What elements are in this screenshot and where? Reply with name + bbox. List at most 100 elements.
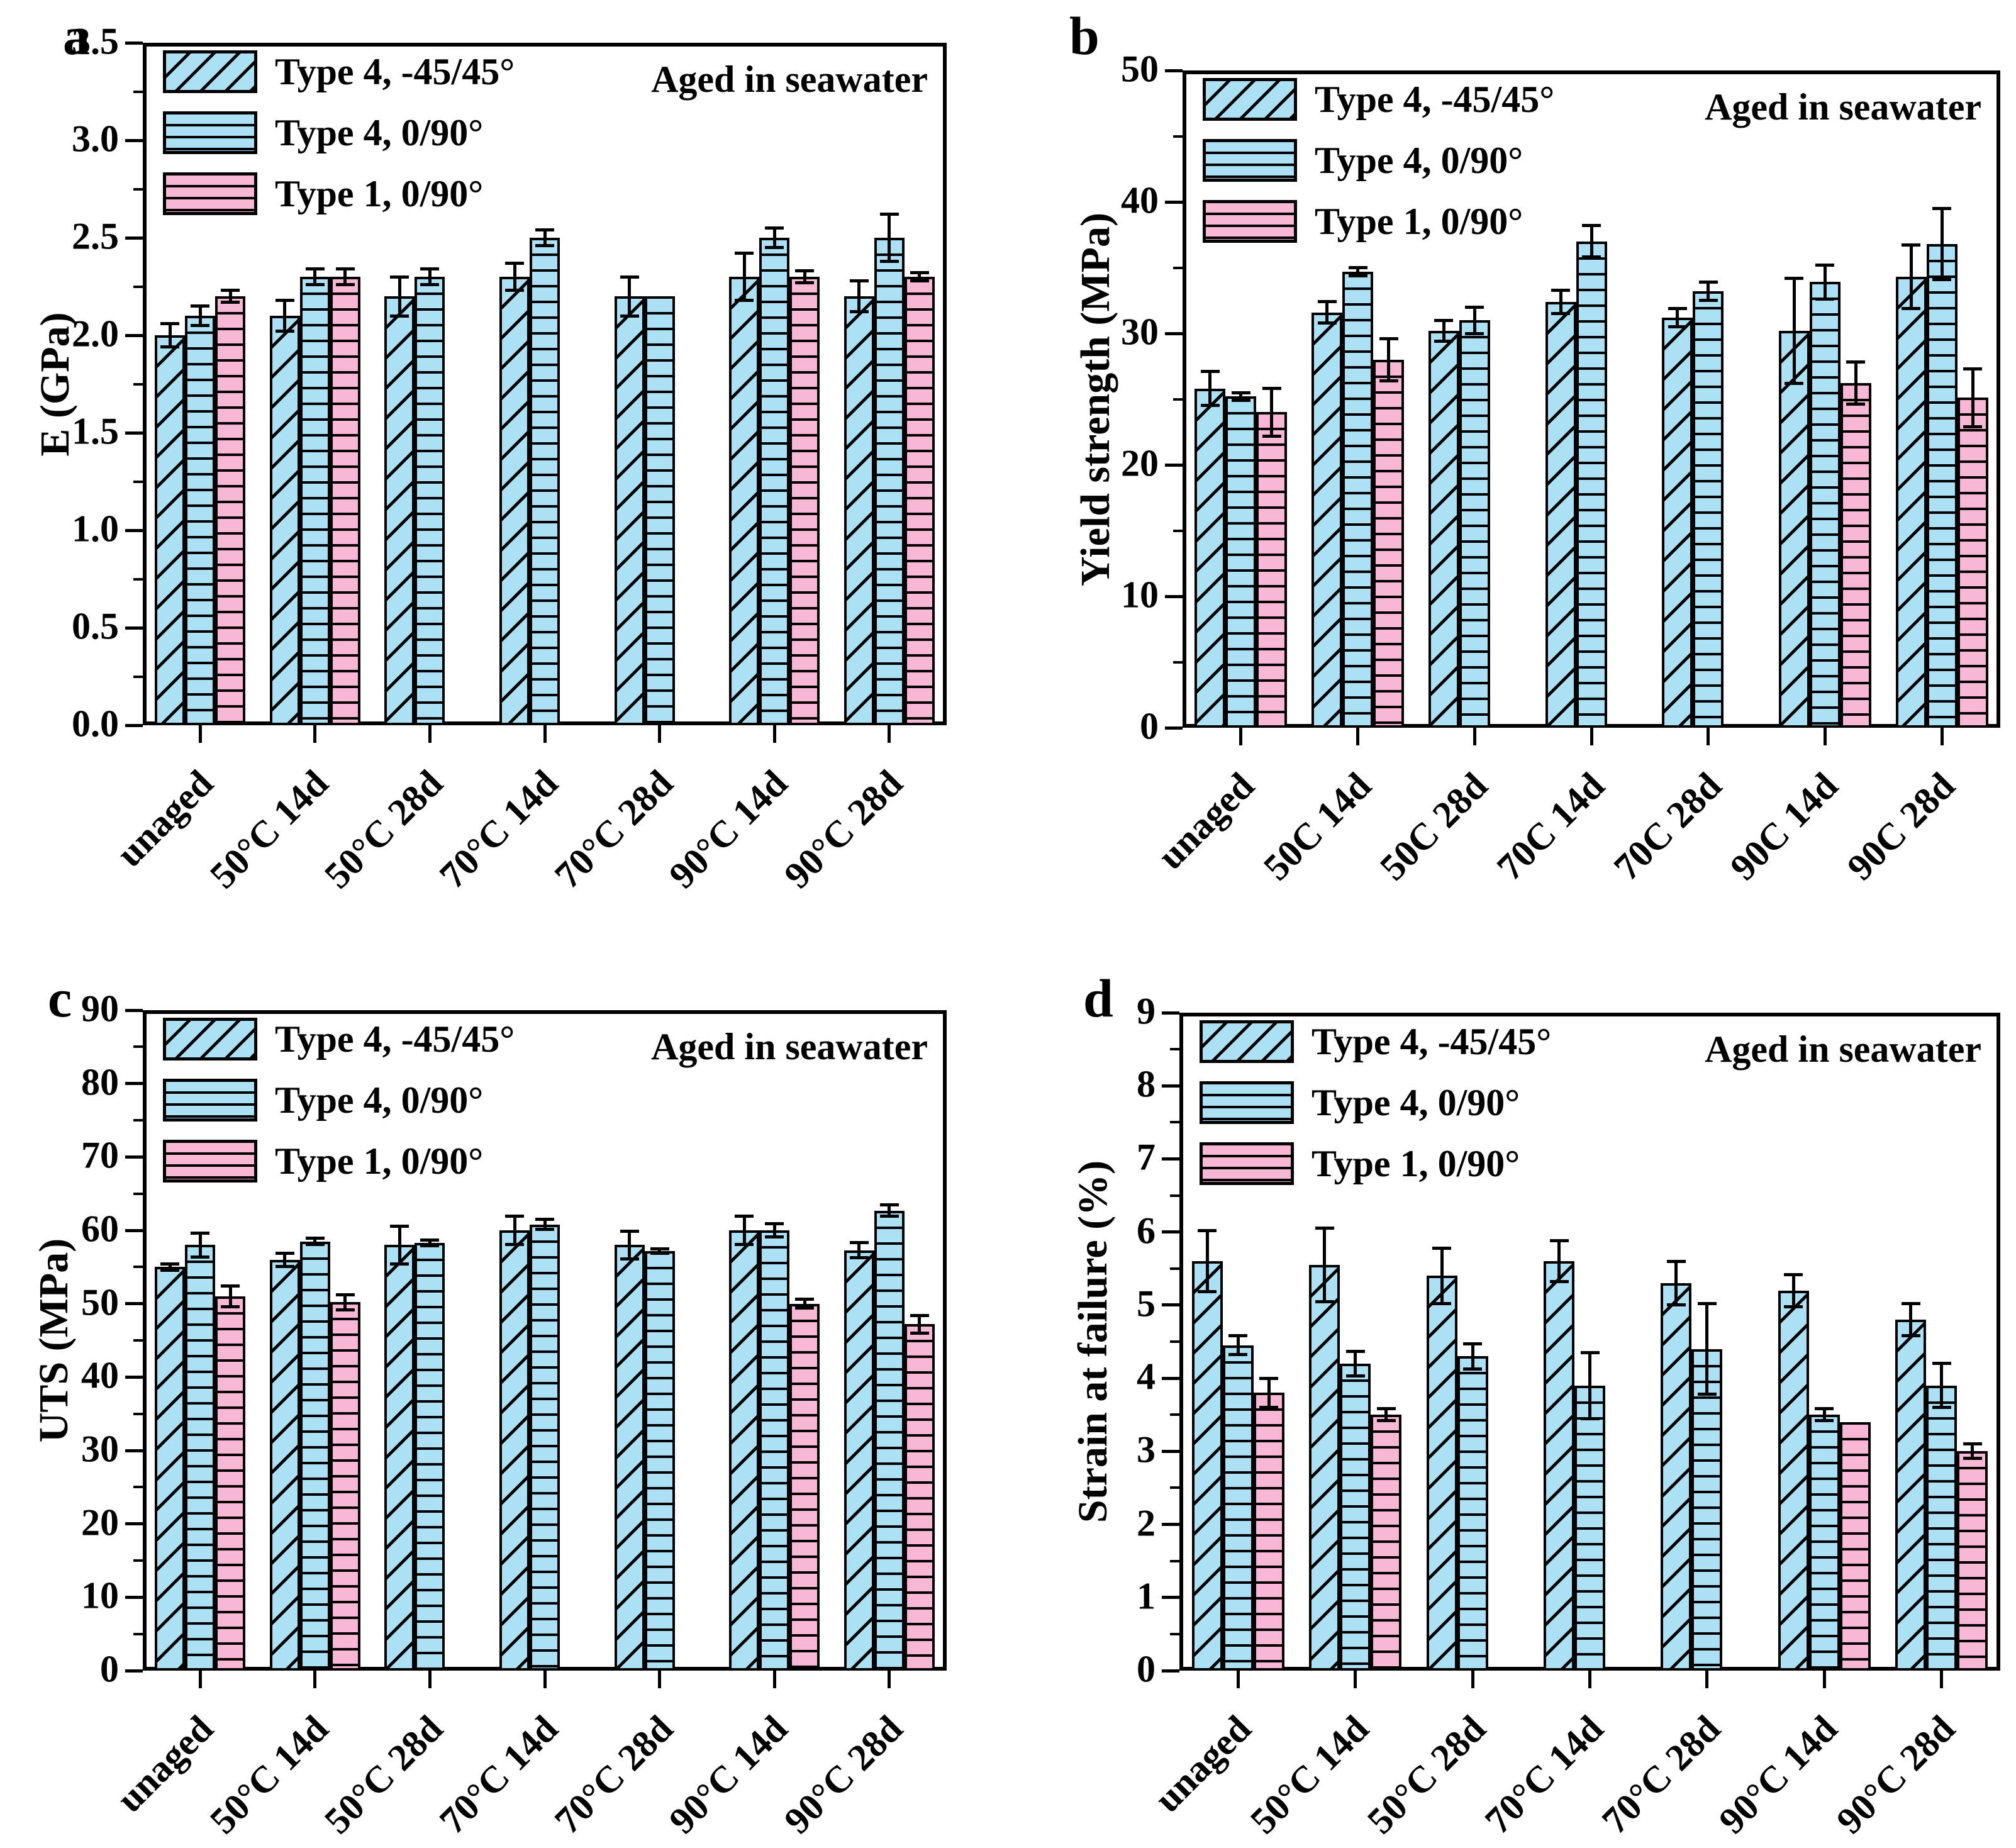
error-bar-cap <box>1784 1305 1803 1308</box>
bar-a-s2-c0 <box>215 296 246 725</box>
y-tick-label: 0 <box>1140 705 1159 747</box>
error-bar-cap <box>305 1237 325 1240</box>
bar-d-s1-c3 <box>1574 1385 1605 1671</box>
y-tick-label: 10 <box>81 1574 119 1617</box>
error-bar-cap <box>1932 277 1952 281</box>
error-bar-cap <box>221 1305 240 1308</box>
legend-swatch-2 <box>163 111 257 154</box>
y-tick-label: 0 <box>1137 1648 1156 1690</box>
y-minor-tick <box>1170 1413 1179 1417</box>
error-bar <box>772 228 776 248</box>
x-tick <box>888 1671 891 1688</box>
y-minor-tick <box>133 577 143 581</box>
y-major-tick <box>1162 1376 1179 1380</box>
error-bar-cap <box>1785 381 1804 385</box>
error-bar-cap <box>275 298 294 302</box>
bar-a-s0-c0 <box>155 335 186 725</box>
error-bar-cap <box>910 1313 929 1317</box>
error-bar <box>168 1264 172 1270</box>
error-bar-cap <box>420 1238 440 1242</box>
legend-label-2: Type 4, 0/90° <box>1312 1082 1520 1123</box>
bar-a-s0-c5 <box>729 277 760 725</box>
bar-a-s1-c2 <box>415 277 445 725</box>
error-bar <box>543 230 547 246</box>
error-bar <box>1387 338 1391 381</box>
error-bar-cap <box>735 252 754 255</box>
x-tick-label: 50°C 14d <box>1242 1707 1376 1842</box>
error-bar-cap <box>420 267 440 271</box>
y-minor-tick <box>1170 1121 1179 1124</box>
bar-b-s0-c5 <box>1778 330 1810 728</box>
error-bar-cap <box>1815 263 1835 267</box>
x-tick <box>1471 1671 1474 1688</box>
legend-label-3: Type 1, 0/90° <box>1315 201 1523 242</box>
bar-c-s2-c0 <box>215 1296 246 1671</box>
bar-c-s0-c6 <box>844 1250 874 1671</box>
error-bar-cap <box>221 1284 240 1288</box>
error-bar-cap <box>420 1244 440 1247</box>
x-tick <box>1473 728 1476 745</box>
error-bar-cap <box>1315 1300 1334 1303</box>
x-tick-label: 70°C 28d <box>546 762 681 897</box>
y-major-tick <box>125 1155 143 1159</box>
error-bar-cap <box>1434 318 1454 322</box>
bar-c-s1-c0 <box>185 1245 216 1671</box>
y-major-tick <box>125 1522 143 1526</box>
bar-b-s0-c6 <box>1895 277 1927 728</box>
error-bar <box>1940 1363 1944 1408</box>
x-tick-label: 70°C 14d <box>1476 1707 1611 1842</box>
y-tick-label: 1.0 <box>72 508 119 550</box>
y-minor-tick <box>1173 529 1183 532</box>
error-bar <box>1792 278 1796 384</box>
x-tick-label: 90°C 14d <box>1711 1707 1846 1842</box>
error-bar <box>1940 208 1944 280</box>
error-bar-cap <box>879 1203 899 1206</box>
y-tick-label: 1 <box>1137 1575 1156 1617</box>
error-bar-cap <box>765 1235 784 1238</box>
x-tick <box>313 725 317 743</box>
error-bar-cap <box>1815 298 1835 301</box>
bar-c-s2-c6 <box>904 1324 935 1671</box>
y-minor-tick <box>133 1339 143 1342</box>
y-major-tick <box>1165 726 1183 730</box>
x-tick <box>658 1671 662 1688</box>
error-bar-cap <box>765 226 784 230</box>
legend-label-2: Type 4, 0/90° <box>275 112 484 153</box>
y-tick-label: 1.5 <box>72 410 119 452</box>
error-bar <box>803 1299 806 1308</box>
error-bar-cap <box>1697 1302 1717 1306</box>
error-bar <box>1473 307 1476 333</box>
error-bar <box>628 277 632 316</box>
error-bar <box>1557 1240 1561 1282</box>
error-bar-cap <box>1432 1302 1452 1306</box>
bar-d-s1-c0 <box>1222 1345 1254 1671</box>
error-bar-cap <box>160 321 180 325</box>
y-minor-tick <box>133 1559 143 1562</box>
error-bar-cap <box>1315 1227 1334 1230</box>
error-bar <box>1854 362 1857 404</box>
legend-swatch-2 <box>1203 139 1297 182</box>
legend-swatch-2 <box>163 1079 257 1122</box>
error-bar-cap <box>160 1262 180 1266</box>
legend-swatch-3 <box>163 172 257 215</box>
error-bar <box>1236 1335 1240 1355</box>
error-bar-cap <box>620 275 639 279</box>
y-minor-tick <box>133 187 143 191</box>
error-bar-cap <box>1465 331 1484 335</box>
x-tick-label: 90°C 14d <box>661 762 796 897</box>
bar-d-s0-c5 <box>1778 1290 1809 1671</box>
error-bar <box>198 306 202 326</box>
y-minor-tick <box>133 1266 143 1269</box>
legend-swatch-3 <box>163 1140 257 1183</box>
x-tick-label: 70°C 14d <box>431 1707 566 1842</box>
x-tick <box>772 725 776 743</box>
error-bar-cap <box>1348 266 1367 269</box>
y-minor-tick <box>133 1192 143 1195</box>
y-major-tick <box>1162 1449 1179 1453</box>
error-bar-cap <box>1262 387 1281 391</box>
error-bar <box>228 1286 232 1307</box>
x-tick-label: 90°C 14d <box>661 1707 796 1842</box>
bar-b-s0-c3 <box>1545 301 1576 728</box>
error-bar-cap <box>1376 1419 1396 1423</box>
y-tick-label: 5 <box>1137 1283 1156 1325</box>
